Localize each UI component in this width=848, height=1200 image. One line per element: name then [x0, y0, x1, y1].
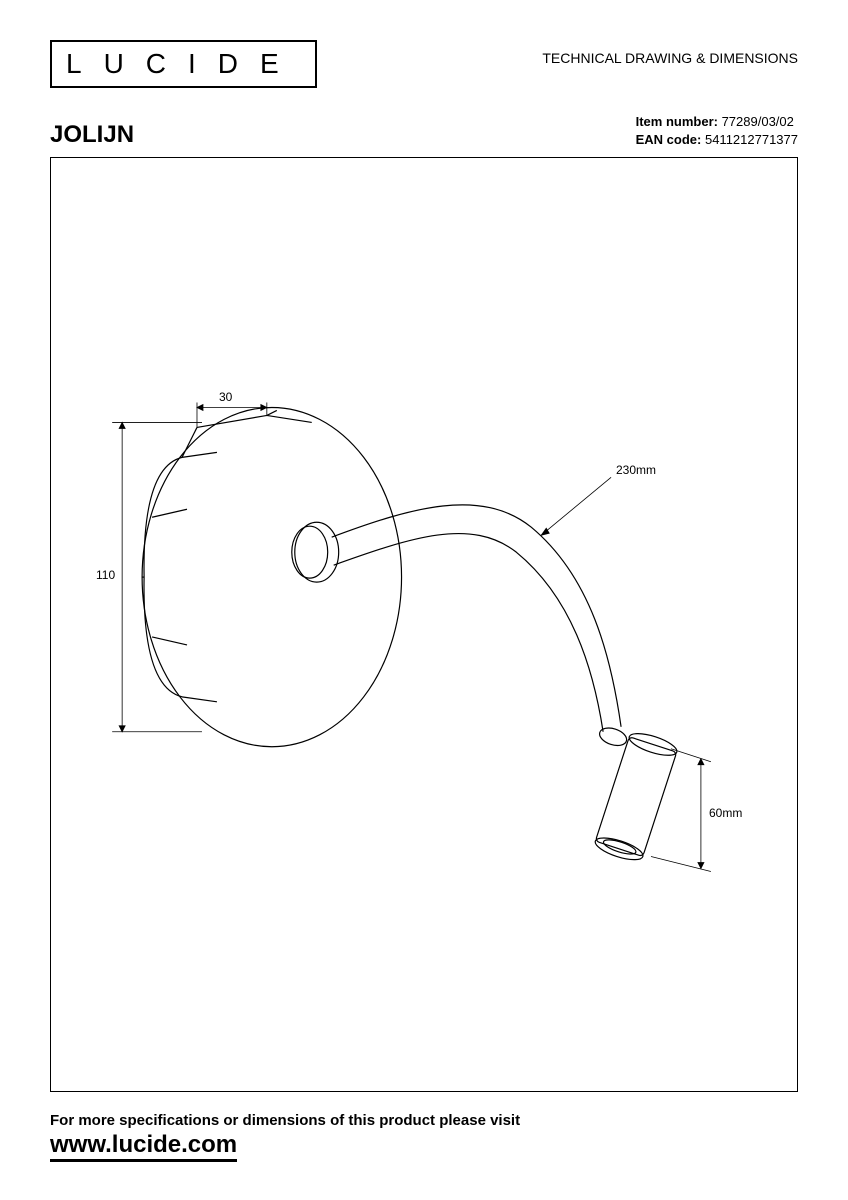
- technical-drawing: [51, 158, 797, 1091]
- header: LUCIDE TECHNICAL DRAWING & DIMENSIONS: [50, 40, 798, 88]
- logo: LUCIDE: [50, 40, 317, 88]
- arm-bottom-curve: [334, 534, 603, 732]
- item-number-label: Item number:: [636, 114, 718, 129]
- footer-text: For more specifications or dimensions of…: [50, 1112, 798, 1129]
- footer: For more specifications or dimensions of…: [50, 1112, 798, 1162]
- arm-hub-inner: [292, 527, 328, 579]
- arm-hub: [295, 523, 339, 583]
- dim-label-110: 110: [96, 568, 115, 582]
- item-number-value: 77289/03/02: [722, 114, 794, 129]
- arm-top-curve: [332, 505, 621, 727]
- dim-label-30: 30: [219, 390, 232, 404]
- footer-url: www.lucide.com: [50, 1131, 237, 1162]
- logo-text: LUCIDE: [66, 48, 301, 79]
- seam-2: [267, 411, 277, 416]
- dim-label-60: 60mm: [709, 806, 742, 820]
- ean-value: 5411212771377: [705, 132, 798, 147]
- meta-info: Item number: 77289/03/02 EAN code: 54112…: [636, 113, 798, 149]
- dim-30: [197, 403, 267, 428]
- dim-230: [541, 478, 611, 536]
- facet-4: [152, 637, 187, 645]
- facet-5: [182, 697, 217, 702]
- ean-line: EAN code: 5411212771377: [636, 131, 798, 149]
- dim-label-230: 230mm: [616, 463, 656, 477]
- mount-disc-front: [142, 408, 401, 747]
- ean-label: EAN code:: [636, 132, 702, 147]
- dim-110: [112, 423, 202, 732]
- meta-row: JOLIJN Item number: 77289/03/02 EAN code…: [50, 113, 798, 149]
- mount-disc-back-edge: [144, 458, 182, 697]
- item-number-line: Item number: 77289/03/02: [636, 113, 798, 131]
- drawing-frame: 30 110 230mm 60mm: [50, 157, 798, 1092]
- page-title: TECHNICAL DRAWING & DIMENSIONS: [542, 50, 798, 66]
- dim-60: [651, 749, 711, 872]
- facet-2: [152, 510, 187, 518]
- facet-1: [182, 453, 217, 458]
- seam-1: [182, 428, 197, 458]
- lamp-head: [593, 730, 679, 865]
- product-name: JOLIJN: [50, 121, 134, 149]
